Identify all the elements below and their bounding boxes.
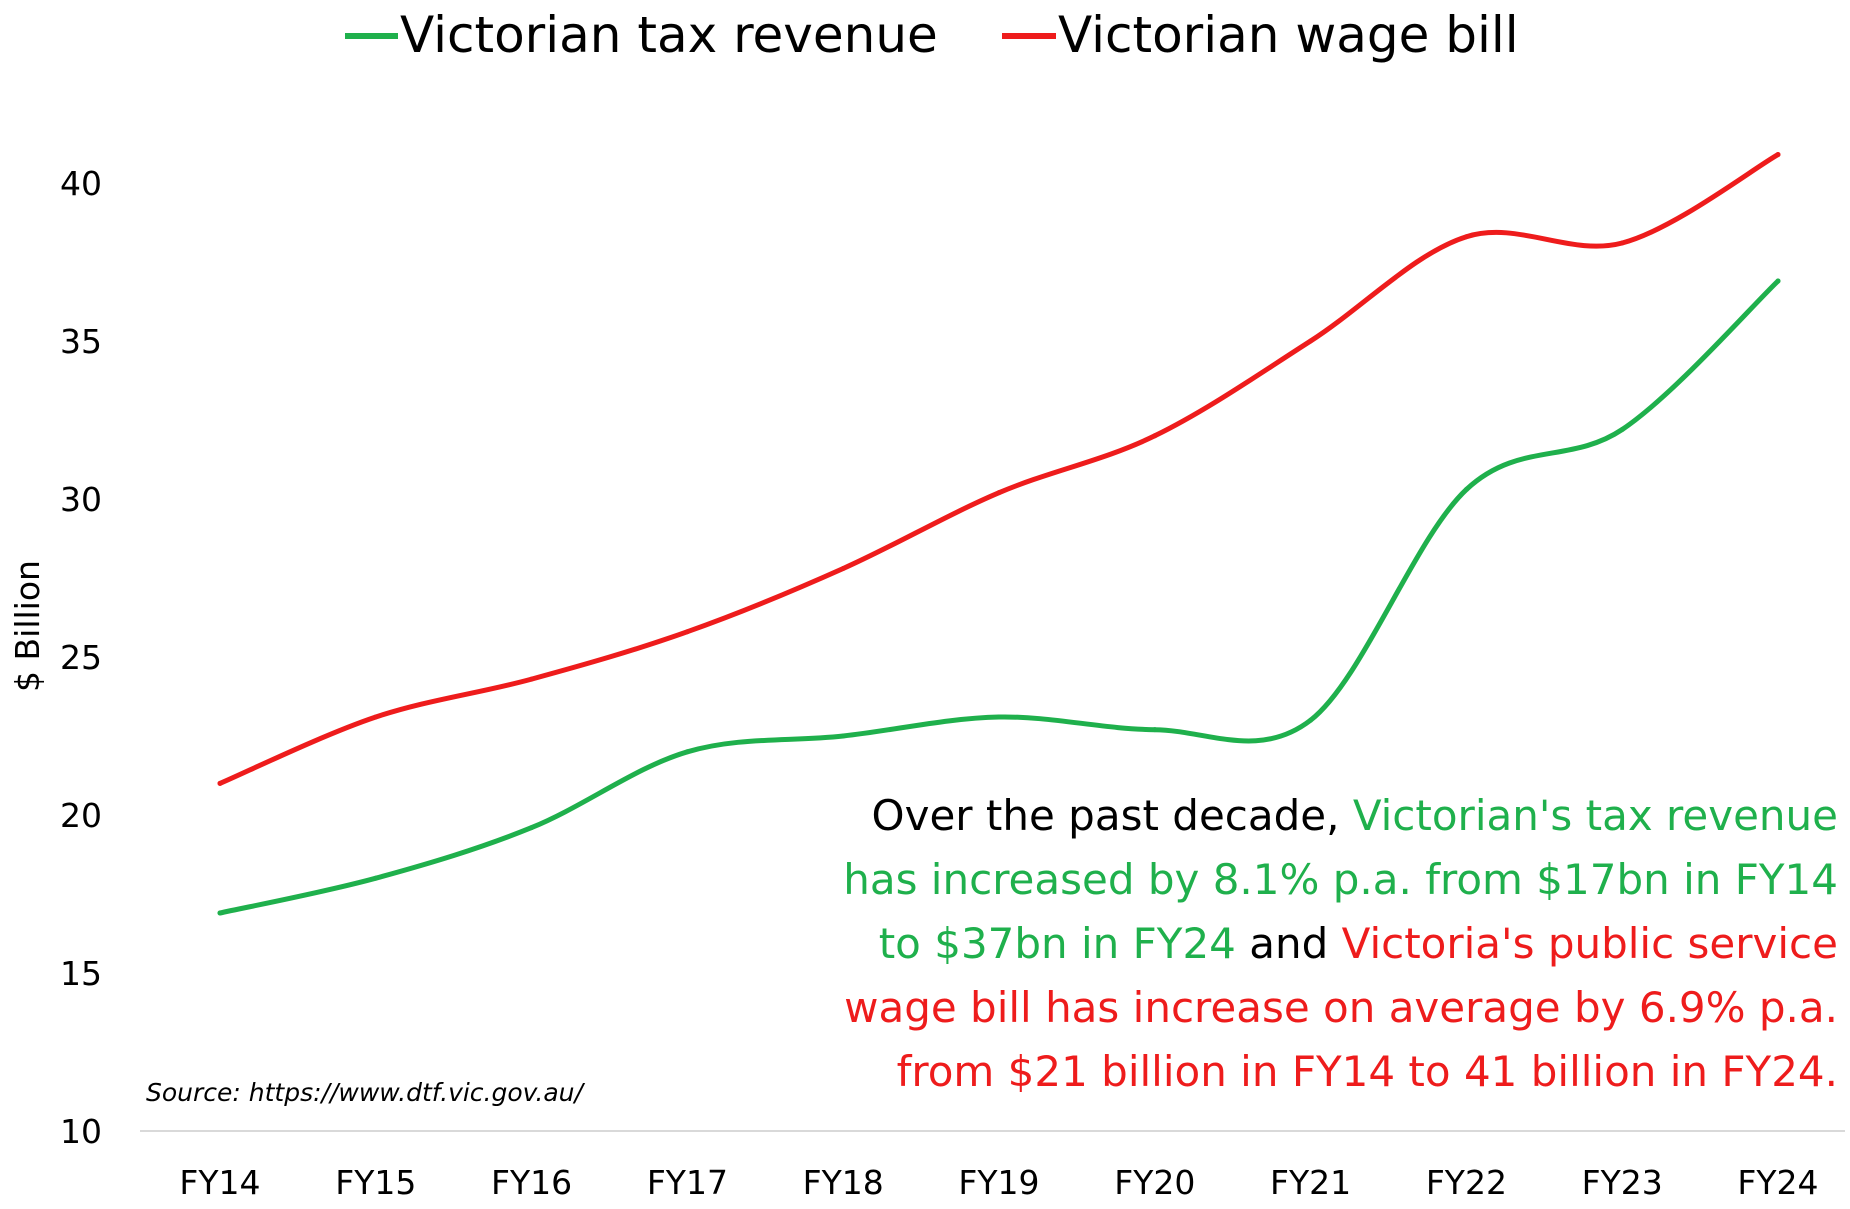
source-note: Source: https://www.dtf.vic.gov.au/ xyxy=(146,1078,586,1107)
data-point-victorian-wage-bill-fy14 xyxy=(217,780,223,786)
data-point-victorian-wage-bill-fy20 xyxy=(1152,433,1158,439)
y-axis-ticks: 10 15 20 25 30 35 40 xyxy=(60,164,102,1151)
y-tick-label-15: 15 xyxy=(60,954,102,993)
data-point-victorian-tax-revenue-fy20 xyxy=(1152,727,1158,733)
data-point-victorian-tax-revenue-fy21 xyxy=(1308,717,1314,723)
data-point-victorian-tax-revenue-fy16 xyxy=(529,825,535,831)
x-tick-label-fy17: FY17 xyxy=(647,1163,728,1202)
y-tick-label-30: 30 xyxy=(60,480,102,519)
y-tick-label-35: 35 xyxy=(60,322,102,361)
annotation-segment: to $37bn in FY24 xyxy=(879,919,1236,968)
x-tick-label-fy16: FY16 xyxy=(491,1163,572,1202)
data-point-victorian-tax-revenue-fy24 xyxy=(1775,278,1781,284)
data-point-victorian-wage-bill-fy23 xyxy=(1619,240,1625,246)
x-tick-label-fy24: FY24 xyxy=(1737,1163,1818,1202)
x-tick-label-fy22: FY22 xyxy=(1426,1163,1507,1202)
annotation-segment: Victoria's public service xyxy=(1342,919,1838,968)
x-tick-label-fy19: FY19 xyxy=(958,1163,1039,1202)
x-tick-label-fy20: FY20 xyxy=(1114,1163,1195,1202)
y-tick-label-20: 20 xyxy=(60,796,102,835)
data-point-victorian-wage-bill-fy19 xyxy=(996,490,1002,496)
y-axis-title: $ Billion xyxy=(8,560,47,692)
data-point-victorian-wage-bill-fy24 xyxy=(1775,152,1781,158)
data-point-victorian-tax-revenue-fy19 xyxy=(996,714,1002,720)
x-tick-label-fy21: FY21 xyxy=(1270,1163,1351,1202)
annotation-segment: Victorian's tax revenue xyxy=(1353,791,1838,840)
data-point-victorian-wage-bill-fy22 xyxy=(1463,234,1469,240)
data-point-victorian-wage-bill-fy21 xyxy=(1308,338,1314,344)
y-tick-label-10: 10 xyxy=(60,1112,102,1151)
data-point-victorian-tax-revenue-fy23 xyxy=(1619,426,1625,432)
annotation-segment: Over the past decade, xyxy=(872,791,1353,840)
x-axis-ticks: FY14 FY15 FY16 FY17 FY18 FY19 FY20 FY21 FY22 FY23… xyxy=(179,1163,1818,1202)
legend-item-tax-revenue: Victorian tax revenue xyxy=(345,6,938,64)
x-tick-label-fy14: FY14 xyxy=(179,1163,260,1202)
data-point-victorian-tax-revenue-fy17 xyxy=(684,749,690,755)
x-tick-label-fy23: FY23 xyxy=(1582,1163,1663,1202)
annotation-segment: and xyxy=(1236,919,1342,968)
data-point-victorian-tax-revenue-fy15 xyxy=(373,875,379,881)
series-line-victorian-wage-bill xyxy=(217,152,1781,786)
y-tick-label-40: 40 xyxy=(60,164,102,203)
chart-legend: Victorian tax revenue Victorian wage bil… xyxy=(345,6,1519,64)
data-points xyxy=(217,152,1781,916)
data-point-victorian-tax-revenue-fy22 xyxy=(1463,487,1469,493)
legend-label-tax-revenue: Victorian tax revenue xyxy=(400,6,938,64)
annotation-segment: from $21 billion in FY14 to 41 billion i… xyxy=(897,1047,1838,1096)
data-point-victorian-tax-revenue-fy14 xyxy=(217,910,223,916)
data-point-victorian-tax-revenue-fy18 xyxy=(840,733,846,739)
data-point-victorian-wage-bill-fy17 xyxy=(684,629,690,635)
x-tick-label-fy18: FY18 xyxy=(803,1163,884,1202)
legend-label-wage-bill: Victorian wage bill xyxy=(1058,6,1519,64)
annotation-segment: wage bill has increase on average by 6.9… xyxy=(844,983,1838,1032)
x-tick-label-fy15: FY15 xyxy=(335,1163,416,1202)
annotation-segment: has increased by 8.1% p.a. from $17bn in… xyxy=(843,855,1838,904)
y-tick-label-25: 25 xyxy=(60,638,102,677)
data-point-victorian-wage-bill-fy18 xyxy=(840,566,846,572)
series-line-victorian-tax-revenue xyxy=(217,278,1781,916)
data-point-victorian-wage-bill-fy15 xyxy=(373,714,379,720)
chart-annotation: Over the past decade, Victorian's tax re… xyxy=(843,791,1838,1096)
legend-item-wage-bill: Victorian wage bill xyxy=(1002,6,1519,64)
data-point-victorian-wage-bill-fy16 xyxy=(529,676,535,682)
